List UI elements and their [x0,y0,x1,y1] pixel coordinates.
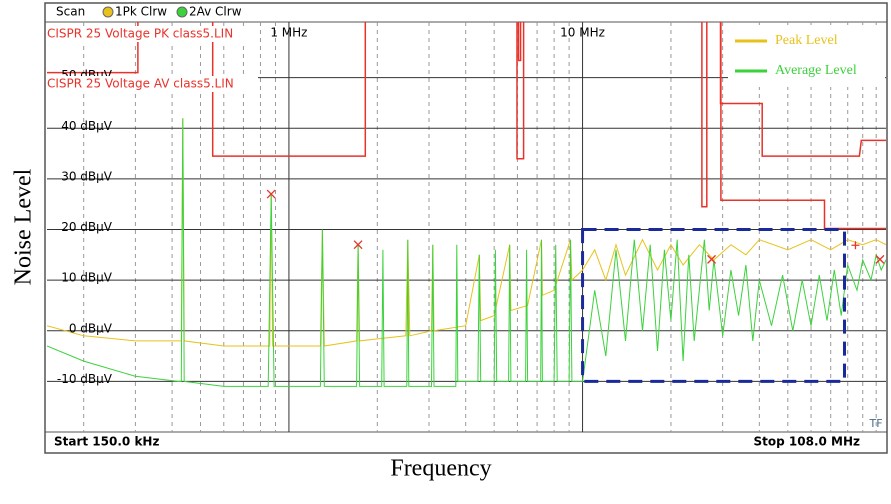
x-tick-label: 10 MHz [560,26,605,40]
limit-line [517,22,886,230]
y-tick-label: 40 dBµV [61,119,113,133]
trace2-icon [176,6,188,18]
limit-line [47,22,886,208]
legend-label: Peak Level [775,33,838,48]
highlight-box [581,228,847,383]
marker [707,254,717,264]
limit-label: CISPR 25 Voltage PK class5.LIN [47,27,233,41]
y-tick-label: -10 dBµV [57,372,113,386]
y-tick-label: 20 dBµV [61,220,113,234]
limit-label-bg [46,76,258,92]
x-axis-label: Frequency [390,456,491,482]
y-tick-label: 30 dBµV [61,169,113,183]
marker [353,240,363,250]
y-axis-label: Noise Level [11,168,37,285]
limit-label: CISPR 25 Voltage AV class5.LIN [47,77,234,91]
header-trace2: 2Av Clrw [189,5,242,19]
y-tick-label: 0 dBµV [69,321,113,335]
header-trace1: 1Pk Clrw [115,5,167,19]
legend-box [728,25,885,87]
overlay: 1 MHz 10 MHz -10 dBµV 0 dBµV 10 dBµV 20 dBµV 3… [46,25,885,386]
y-tick-label: 10 dBµV [61,271,113,285]
trace1-icon [102,6,114,18]
stop-label: Stop 108.0 MHz [754,435,861,449]
marker [851,241,860,250]
trace-line [47,118,886,347]
x-tick-label: 1 MHz [270,26,307,40]
limit-label-bg [46,26,258,42]
start-label: Start 150.0 kHz [54,435,159,449]
plot-area [47,22,886,387]
marker [266,189,276,199]
marker [875,254,885,264]
trace-line [47,118,886,387]
corner-label: TF [868,417,882,430]
legend-label: Average Level [775,63,857,78]
header-title: Scan [56,5,85,19]
